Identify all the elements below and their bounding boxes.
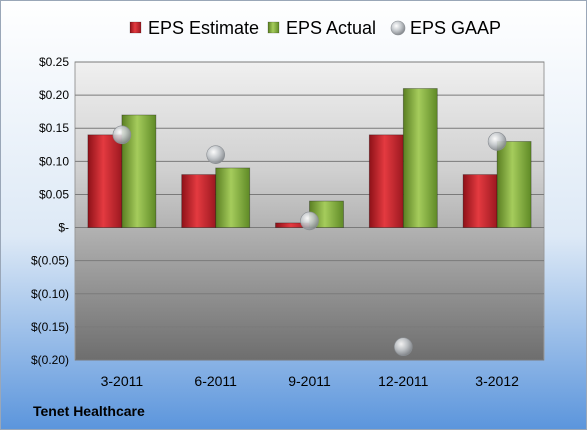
y-tick-label: $0.20 [39, 88, 69, 102]
x-tick-label: 6-2011 [194, 373, 237, 389]
y-tick-label: $0.05 [39, 187, 69, 201]
gaap-marker [206, 145, 225, 165]
estimate-bar [462, 174, 498, 228]
estimate-bar [181, 174, 217, 228]
legend-actual-swatch [267, 21, 280, 34]
x-tick-label: 9-2011 [288, 373, 331, 389]
y-tick-label: $(0.05) [31, 254, 69, 268]
legend-label: EPS GAAP [410, 18, 501, 38]
actual-bar [215, 167, 251, 228]
legend-estimate-swatch [129, 21, 142, 34]
y-tick-label: $- [58, 221, 69, 235]
x-tick-label: 3-2012 [475, 373, 519, 389]
gaap-marker [300, 211, 319, 231]
y-axis-tick-labels: $0.25 $0.20 $0.15 $0.10 $0.05 $- $(0.05) $(0.10… [31, 55, 69, 367]
legend-label: EPS Actual [286, 18, 376, 38]
y-tick-label: $(0.20) [31, 353, 69, 367]
gaap-marker [487, 132, 507, 151]
gaap-markers [112, 125, 507, 357]
actual-bar [402, 88, 438, 228]
legend-gaap-swatch [390, 20, 406, 36]
y-tick-label: $(0.15) [31, 320, 69, 334]
gaap-marker [112, 125, 132, 145]
x-tick-label: 12-2011 [378, 373, 429, 389]
x-axis-tick-labels: 3-2011 6-2011 9-2011 12-2011 3-2012 [101, 373, 519, 389]
x-tick-label: 3-2011 [101, 373, 144, 389]
actual-bar [496, 141, 532, 228]
y-tick-label: $0.25 [39, 55, 69, 69]
y-tick-label: $0.15 [39, 121, 69, 135]
estimate-bar [87, 134, 123, 228]
gaap-marker [393, 337, 413, 357]
legend: EPS Estimate EPS Actual EPS GAAP [129, 18, 501, 38]
estimate-bar [368, 134, 404, 228]
y-tick-label: $0.10 [39, 154, 69, 168]
legend-label: EPS Estimate [148, 18, 259, 38]
company-label: Tenet Healthcare [33, 403, 145, 419]
y-tick-label: $(0.10) [31, 287, 69, 301]
bars [87, 88, 532, 228]
